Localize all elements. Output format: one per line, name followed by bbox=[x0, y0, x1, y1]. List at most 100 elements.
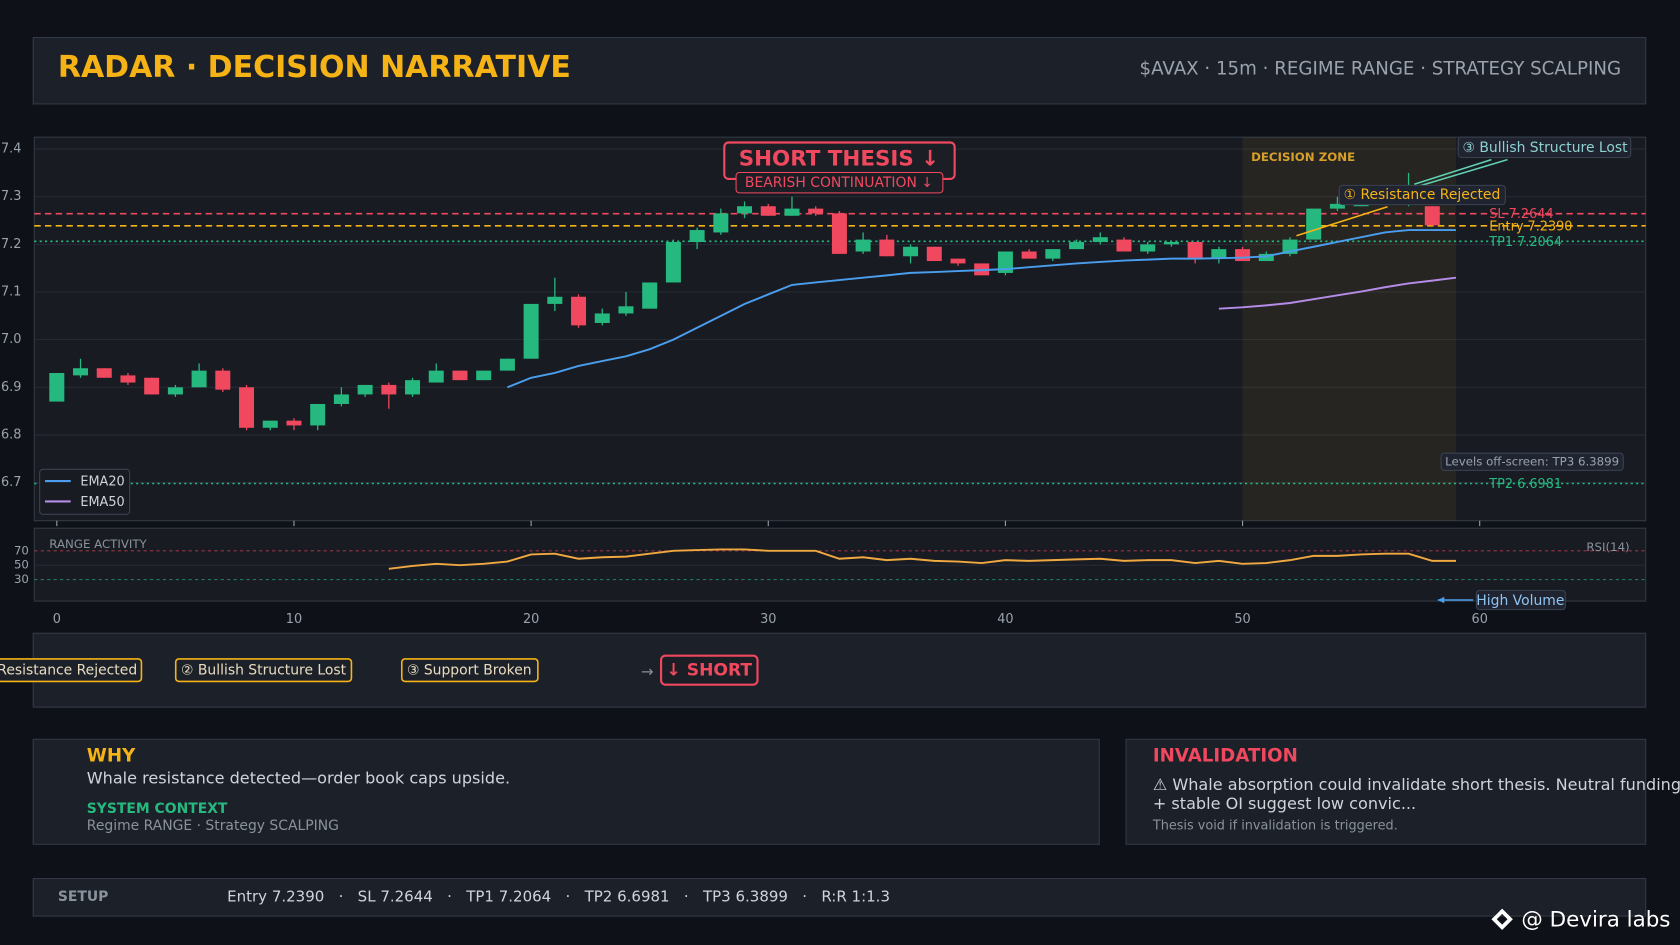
y-tick-label: 7.1 bbox=[1, 285, 21, 300]
candle-body bbox=[1424, 206, 1440, 226]
candle-body bbox=[547, 296, 563, 304]
candle-body bbox=[855, 239, 871, 252]
candle-body bbox=[571, 296, 587, 326]
x-tick-label: 10 bbox=[286, 612, 302, 627]
candle-body bbox=[808, 208, 824, 214]
candle-body bbox=[1211, 249, 1227, 259]
context-title: SYSTEM CONTEXT bbox=[87, 801, 228, 817]
candle-body bbox=[1329, 203, 1345, 209]
why-title: WHY bbox=[87, 745, 136, 766]
annotation-box bbox=[1440, 452, 1624, 471]
candle-body bbox=[144, 377, 160, 395]
action: ↓ SHORT bbox=[666, 661, 752, 681]
candle-body bbox=[831, 213, 847, 254]
why-panel bbox=[32, 738, 1100, 845]
candle-body bbox=[120, 375, 136, 383]
candle-body bbox=[357, 384, 373, 395]
step-box bbox=[174, 658, 353, 683]
candle-body bbox=[167, 387, 183, 395]
annotation: ① Resistance Rejected bbox=[1344, 187, 1501, 203]
y-tick-label: 6.9 bbox=[1, 380, 21, 395]
candle-body bbox=[760, 206, 776, 216]
step-arrow: → bbox=[641, 662, 654, 680]
candle-body bbox=[428, 370, 444, 383]
y-tick-label: 7.2 bbox=[1, 237, 21, 252]
candle-body bbox=[286, 420, 302, 426]
candle-body bbox=[594, 313, 610, 323]
level-label: SL 7.2644 bbox=[1489, 207, 1553, 222]
candle-body bbox=[926, 246, 942, 262]
x-tick-label: 30 bbox=[760, 612, 776, 627]
y-tick-label: 7.3 bbox=[1, 189, 21, 204]
candle-body bbox=[713, 213, 729, 233]
rsi-title: RANGE ACTIVITY bbox=[49, 537, 147, 551]
candle-body bbox=[642, 282, 658, 309]
level-label: Entry 7.2390 bbox=[1489, 219, 1572, 234]
invalidation-title: INVALIDATION bbox=[1153, 745, 1298, 766]
candle-body bbox=[1258, 253, 1274, 262]
why-text: Whale resistance detected—order book cap… bbox=[87, 768, 510, 787]
candle-body bbox=[452, 370, 468, 381]
annotation-box bbox=[1338, 184, 1506, 206]
line-series bbox=[388, 548, 1456, 570]
annotation-arrow bbox=[1296, 206, 1388, 237]
y-tick-label: 7.4 bbox=[1, 142, 21, 157]
header-title: RADAR · DECISION NARRATIVE bbox=[58, 50, 571, 85]
zone-label: DECISION ZONE bbox=[1251, 150, 1355, 164]
candle-body bbox=[665, 241, 681, 283]
candle-body bbox=[73, 368, 89, 376]
legend-label: EMA50 bbox=[80, 495, 124, 510]
candle-body bbox=[1163, 241, 1179, 245]
candle-body bbox=[1235, 249, 1251, 262]
y-tick-label: 7.0 bbox=[1, 332, 21, 347]
candle-body bbox=[784, 208, 800, 216]
candle-body bbox=[903, 246, 919, 257]
candle-body bbox=[879, 239, 895, 257]
candle-body bbox=[1187, 241, 1203, 259]
annotation-arrow bbox=[1414, 158, 1508, 189]
y-tick-label: 70 bbox=[14, 543, 29, 557]
candle-body bbox=[310, 403, 326, 426]
context: Regime RANGE · Strategy SCALPING bbox=[87, 818, 339, 834]
step: ③ Support Broken bbox=[407, 663, 532, 679]
level-label: TP1 7.2064 bbox=[1488, 235, 1562, 250]
candle-body bbox=[49, 373, 65, 402]
candle-body bbox=[1092, 237, 1108, 242]
step-box bbox=[0, 658, 143, 683]
candle-body bbox=[689, 230, 705, 242]
step: ① Resistance Rejected bbox=[0, 663, 137, 679]
candle-body bbox=[215, 370, 231, 390]
thesis-title: SHORT THESIS ↓ bbox=[739, 147, 939, 172]
x-tick-label: 0 bbox=[53, 612, 61, 627]
candle-body bbox=[96, 368, 112, 378]
invalidation-note: Thesis void if invalidation is triggered… bbox=[1152, 819, 1398, 834]
x-tick-label: 20 bbox=[523, 612, 539, 627]
invalidation-panel bbox=[1125, 738, 1647, 845]
candle-body bbox=[523, 303, 539, 359]
thesis-subtitle: BEARISH CONTINUATION ↓ bbox=[745, 175, 933, 191]
candle-body bbox=[381, 384, 397, 395]
x-tick-label: 50 bbox=[1234, 612, 1250, 627]
thesis-sub-box bbox=[735, 171, 944, 194]
candle-body bbox=[1045, 249, 1061, 259]
candle-body bbox=[618, 306, 634, 314]
legend-label: EMA20 bbox=[80, 475, 124, 490]
x-tick-label: 40 bbox=[997, 612, 1013, 627]
candle-body bbox=[1021, 251, 1037, 259]
step: ② Bullish Structure Lost bbox=[181, 663, 347, 679]
watermark-icon bbox=[1491, 908, 1513, 930]
arrow-head bbox=[1437, 596, 1445, 604]
y-tick-label: 6.8 bbox=[1, 427, 21, 442]
candle-body bbox=[239, 387, 255, 428]
candle-body bbox=[262, 420, 278, 428]
y-tick-label: 30 bbox=[14, 572, 29, 586]
annotation: Levels off-screen: TP3 6.3899 bbox=[1445, 454, 1619, 468]
y-tick-label: 50 bbox=[14, 558, 29, 572]
candle-body bbox=[737, 206, 753, 214]
candle-body bbox=[950, 258, 966, 264]
line-series bbox=[1218, 276, 1457, 310]
setup-text: Entry 7.2390 · SL 7.2644 · TP1 7.2064 · … bbox=[227, 887, 890, 905]
setup-label: SETUP bbox=[58, 889, 109, 905]
